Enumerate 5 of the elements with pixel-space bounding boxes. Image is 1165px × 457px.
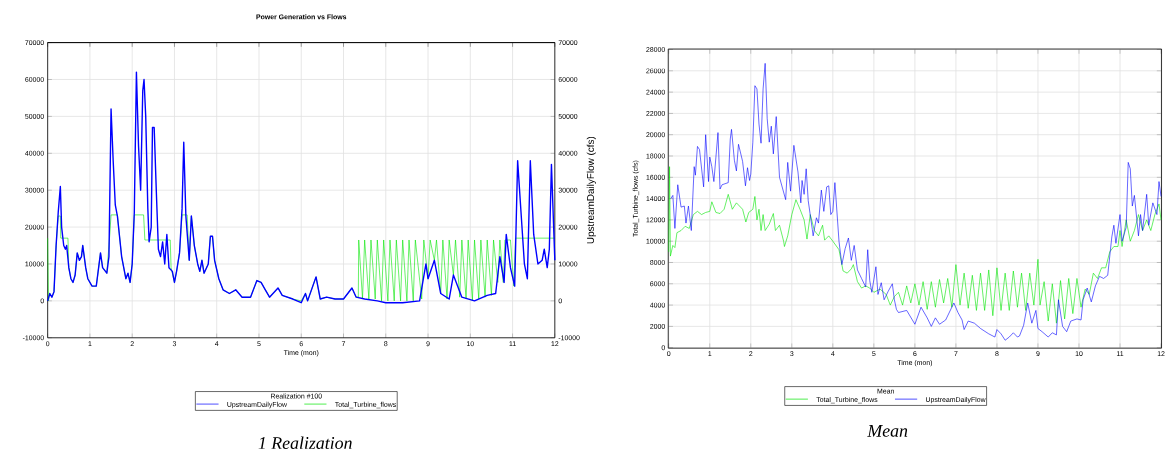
- text: Mean: [867, 425, 908, 437]
- line-series: [670, 63, 1162, 341]
- y2-axis-title: UpstreamDailyFlow (cfs): [586, 137, 596, 244]
- text: 1 Realization: [258, 436, 352, 450]
- line-series: [668, 166, 1162, 324]
